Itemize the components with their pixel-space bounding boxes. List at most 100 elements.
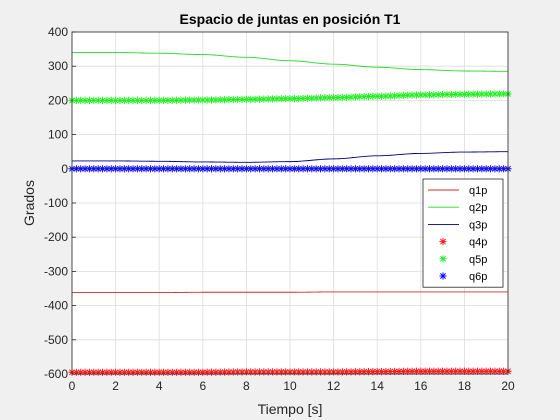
data-point-star (90, 165, 98, 173)
data-point-star (377, 165, 386, 173)
data-point-star (482, 90, 490, 98)
data-point-star (151, 165, 159, 173)
data-point-star (386, 367, 394, 376)
data-point-star (199, 368, 207, 376)
chart-title: Espacio de juntas en posición T1 (180, 11, 401, 27)
data-point-star (478, 367, 486, 375)
data-point-star (103, 368, 111, 376)
data-point-star (81, 368, 89, 376)
data-point-star (308, 94, 316, 102)
x-tick-label: 18 (458, 379, 472, 393)
data-point-star (482, 165, 490, 173)
data-point-star (491, 367, 499, 375)
y-tick-label: 0 (61, 162, 68, 176)
data-point-star (85, 96, 94, 104)
data-point-star (212, 96, 220, 104)
data-point-star (112, 165, 120, 173)
data-point-star (478, 90, 486, 98)
data-point-star (146, 368, 155, 376)
data-point-star (264, 95, 272, 103)
data-point-star (439, 165, 447, 173)
data-point-star (286, 368, 294, 376)
data-point-star (107, 368, 115, 376)
data-point-star (347, 165, 355, 173)
series-line (72, 52, 508, 72)
x-tick-label: 12 (327, 379, 341, 393)
data-point-star (299, 368, 307, 376)
data-point-star (491, 165, 499, 173)
data-point-star (404, 367, 412, 375)
data-point-star (395, 367, 403, 376)
data-point-star (72, 96, 80, 104)
data-point-star (129, 165, 137, 173)
x-tick-label: 4 (156, 379, 163, 393)
data-point-star (338, 368, 346, 376)
data-point-star (447, 90, 455, 98)
data-point-star (347, 368, 355, 376)
data-point-star (120, 368, 128, 376)
data-point-star (465, 90, 473, 98)
data-point-star (190, 368, 198, 376)
data-point-star (168, 165, 176, 173)
data-point-star (229, 95, 237, 104)
x-tick-label: 8 (243, 379, 250, 393)
legend-marker-swatch (439, 238, 447, 246)
data-point-star (491, 90, 499, 98)
data-point-star (351, 368, 359, 376)
data-point-star (277, 165, 285, 173)
data-point-star (369, 92, 377, 100)
data-point-star (194, 368, 203, 376)
y-tick-label: -200 (44, 230, 68, 244)
data-point-star (430, 367, 438, 375)
data-point-star (443, 90, 451, 99)
data-point-star (107, 96, 115, 104)
data-point-star (364, 165, 373, 173)
data-point-star (321, 165, 329, 173)
data-point-star (373, 92, 381, 100)
data-point-star (308, 368, 316, 376)
data-point-star (465, 367, 473, 375)
data-point-star (181, 368, 189, 376)
data-point-star (242, 165, 250, 173)
data-point-star (421, 165, 429, 173)
data-point-star (146, 165, 155, 173)
data-point-star (430, 165, 438, 173)
data-point-star (159, 165, 168, 173)
data-point-star (312, 165, 320, 173)
data-point-star (129, 368, 137, 376)
x-tick-label: 14 (371, 379, 385, 393)
data-point-star (225, 165, 233, 173)
data-point-star (321, 368, 329, 376)
data-point-star (486, 165, 495, 173)
legend: q1p q2p q3p q4p q5p q6p (422, 178, 504, 288)
data-point-star (164, 368, 172, 376)
data-point-star (356, 93, 364, 101)
data-point-star (364, 92, 373, 101)
data-point-star (330, 165, 338, 173)
legend-label: q2p (469, 202, 487, 214)
y-tick-label: -300 (44, 264, 68, 278)
data-point-star (391, 165, 399, 173)
data-point-star (98, 96, 107, 104)
data-point-star (473, 367, 482, 375)
data-point-star (264, 165, 272, 173)
data-point-star (138, 368, 146, 376)
data-point-star (412, 165, 421, 173)
data-point-star (482, 367, 490, 375)
data-point-star (408, 91, 416, 99)
data-point-star (277, 368, 285, 376)
data-point-star (116, 368, 124, 376)
data-point-star (282, 95, 290, 103)
data-point-star (159, 96, 168, 104)
data-point-star (155, 165, 163, 173)
data-point-star (238, 368, 246, 376)
data-point-star (125, 96, 133, 104)
data-point-star (221, 96, 229, 104)
data-point-star (234, 368, 242, 376)
data-point-star (203, 165, 211, 173)
data-point-star (260, 95, 268, 103)
data-point-star (273, 368, 281, 376)
data-point-star (377, 367, 386, 376)
y-tick-label: 400 (48, 25, 68, 39)
data-point-star (321, 94, 329, 102)
